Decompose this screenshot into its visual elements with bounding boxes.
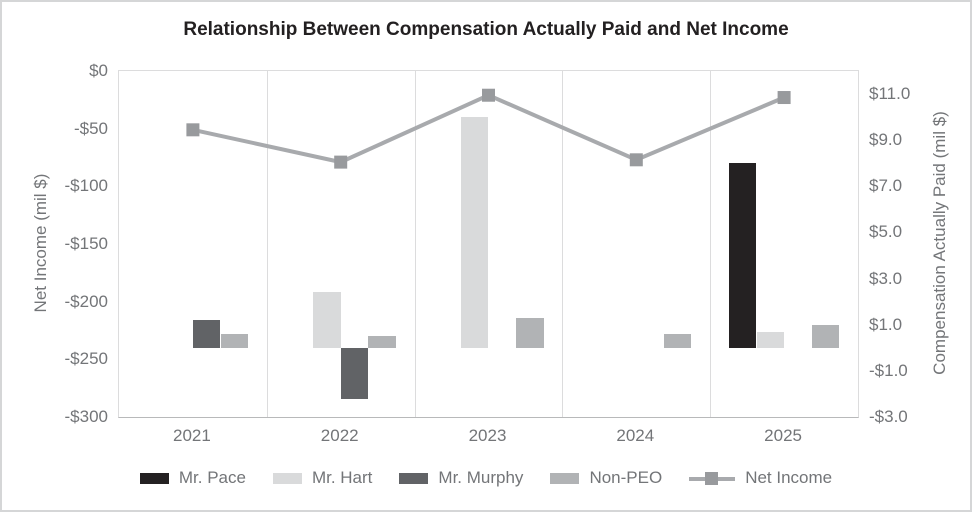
right-axis-tick-label: $7.0	[869, 176, 903, 196]
left-axis-tick-label: -$250	[64, 349, 108, 369]
bar-non-peo-2024	[663, 333, 692, 348]
legend-swatch-mr-hart	[272, 472, 302, 484]
legend-swatch-mr-murphy	[399, 472, 429, 484]
x-axis-label-2024: 2024	[616, 426, 655, 445]
x-axis-label-2023: 2023	[468, 426, 507, 445]
legend-item-net-income: Net Income	[689, 468, 832, 488]
net-income-marker-2024	[629, 153, 643, 167]
bar-mr-hart-2022	[313, 292, 341, 348]
net-income-line-path	[192, 93, 785, 165]
right-axis-tick-label: $3.0	[869, 268, 903, 288]
legend-item-non-peo: Non-PEO	[550, 468, 662, 488]
left-axis-tick-label: -$150	[64, 234, 108, 253]
x-axis-label-2025: 2025	[764, 426, 802, 445]
right-axis-tick-label: $9.0	[869, 130, 903, 150]
legend-line-marker-icon	[705, 471, 719, 485]
legend-item-mr-hart: Mr. Hart	[272, 468, 373, 488]
legend-swatch-mr-pace	[139, 472, 169, 484]
x-axis-labels: 2021 2022 2023 2024 2025	[118, 426, 857, 446]
net-income-marker-2023	[482, 88, 495, 102]
grid-separator	[562, 71, 564, 417]
grid-separator	[414, 71, 416, 417]
left-axis-tick-label: -$50	[73, 118, 108, 138]
legend: Mr. Pace Mr. Hart Mr. Murphy Non-PEO Net Inc…	[2, 468, 970, 488]
bar-non-peo-2021	[220, 333, 249, 348]
bar-mr-pace-2025	[728, 163, 757, 348]
left-axis-tick-label: -$100	[64, 176, 108, 196]
bar-mr-hart-2023	[460, 117, 489, 348]
right-axis-tick-label: -$1.0	[869, 360, 908, 380]
net-income-line	[186, 88, 791, 169]
legend-label: Net Income	[745, 468, 833, 487]
right-axis-tick-label: $5.0	[869, 222, 903, 242]
bar-non-peo-2023	[516, 317, 544, 348]
chart-title: Relationship Between Compensation Actual…	[183, 19, 789, 40]
grid-separator	[710, 71, 712, 417]
right-axis-tick-label: $1.0	[869, 314, 903, 334]
x-axis-label-2022: 2022	[320, 426, 359, 445]
bar-mr-hart-2025	[756, 331, 785, 348]
bar-mr-murphy-2021	[192, 320, 221, 348]
grid-separator	[266, 71, 268, 417]
left-axis-tick-label: $0	[89, 61, 108, 80]
right-axis-tick-label: $11.0	[869, 84, 911, 104]
legend-item-mr-pace: Mr. Pace	[139, 468, 246, 488]
x-axis-label-2021: 2021	[172, 426, 211, 445]
left-axis-tick-label: -$200	[64, 291, 108, 311]
legend-label: Mr. Pace	[178, 468, 246, 487]
right-axis-tick-label: -$3.0	[869, 407, 908, 426]
legend-label: Mr. Murphy	[438, 468, 524, 487]
net-income-marker-2021	[186, 123, 200, 137]
legend-label: Mr. Hart	[311, 468, 373, 487]
legend-label: Non-PEO	[589, 468, 663, 487]
legend-swatch-non-peo	[550, 472, 580, 484]
net-income-marker-2022	[334, 155, 348, 169]
legend-item-mr-murphy: Mr. Murphy	[399, 468, 523, 488]
bar-non-peo-2025	[811, 324, 840, 348]
legend-line-sample	[689, 471, 736, 485]
left-axis-tick-label: -$300	[64, 407, 108, 426]
bar-mr-murphy-2022	[340, 347, 369, 399]
net-income-marker-2025	[777, 91, 791, 105]
plot-area	[118, 70, 859, 418]
bar-non-peo-2022	[368, 336, 396, 348]
